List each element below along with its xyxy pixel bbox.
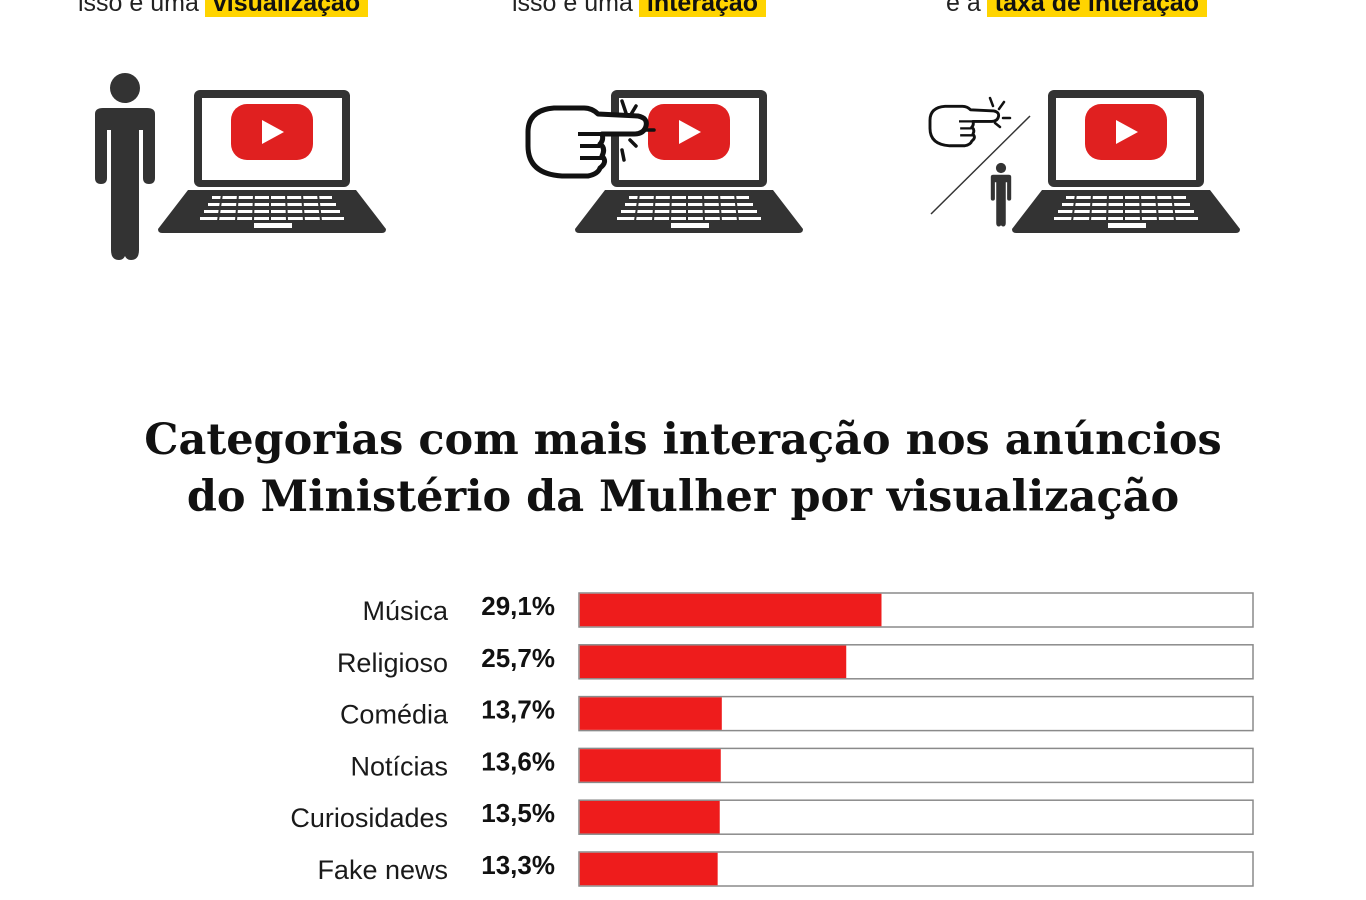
category-label: Música	[362, 596, 449, 626]
value-label: 29,1%	[481, 591, 555, 621]
caption-rate-highlight: taxa de interação	[986, 0, 1208, 17]
category-label: Fake news	[317, 855, 448, 885]
caption-interaction: isso é uma interação	[512, 0, 767, 20]
bar	[579, 800, 720, 834]
chart-title-line-1: Categorias com mais interação nos anúnci…	[144, 415, 1222, 465]
bar	[579, 852, 718, 886]
category-label: Comédia	[340, 700, 449, 730]
bar	[579, 697, 722, 730]
bar	[579, 593, 882, 627]
pointing-hand-icon	[928, 96, 1012, 148]
chart-title-line-2: do Ministério da Mulher por visualização	[186, 472, 1180, 522]
chart-title: Categorias com mais interação nos anúnci…	[0, 412, 1366, 526]
value-label: 13,3%	[481, 850, 555, 880]
divider-slash	[930, 115, 1031, 215]
icons-illustration	[95, 73, 1241, 260]
category-label: Curiosidades	[290, 803, 448, 833]
caption-views-highlight: visualização	[204, 0, 369, 17]
caption-rate: é a taxa de interação	[946, 0, 1208, 20]
value-label: 13,7%	[481, 695, 555, 725]
value-label: 13,6%	[481, 746, 555, 776]
caption-views-prefix: isso é uma	[78, 0, 199, 17]
caption-interaction-prefix: isso é uma	[512, 0, 633, 17]
caption-interaction-highlight: interação	[638, 0, 767, 17]
category-label: Religioso	[337, 648, 448, 678]
pointing-hand-icon	[528, 99, 656, 176]
bar	[579, 749, 721, 782]
value-label: 25,7%	[481, 643, 555, 673]
caption-rate-prefix: é a	[946, 0, 981, 17]
category-label: Notícias	[350, 751, 448, 781]
value-label: 13,5%	[481, 798, 555, 828]
bar	[579, 645, 847, 679]
caption-views: isso é uma visualização	[78, 0, 369, 20]
